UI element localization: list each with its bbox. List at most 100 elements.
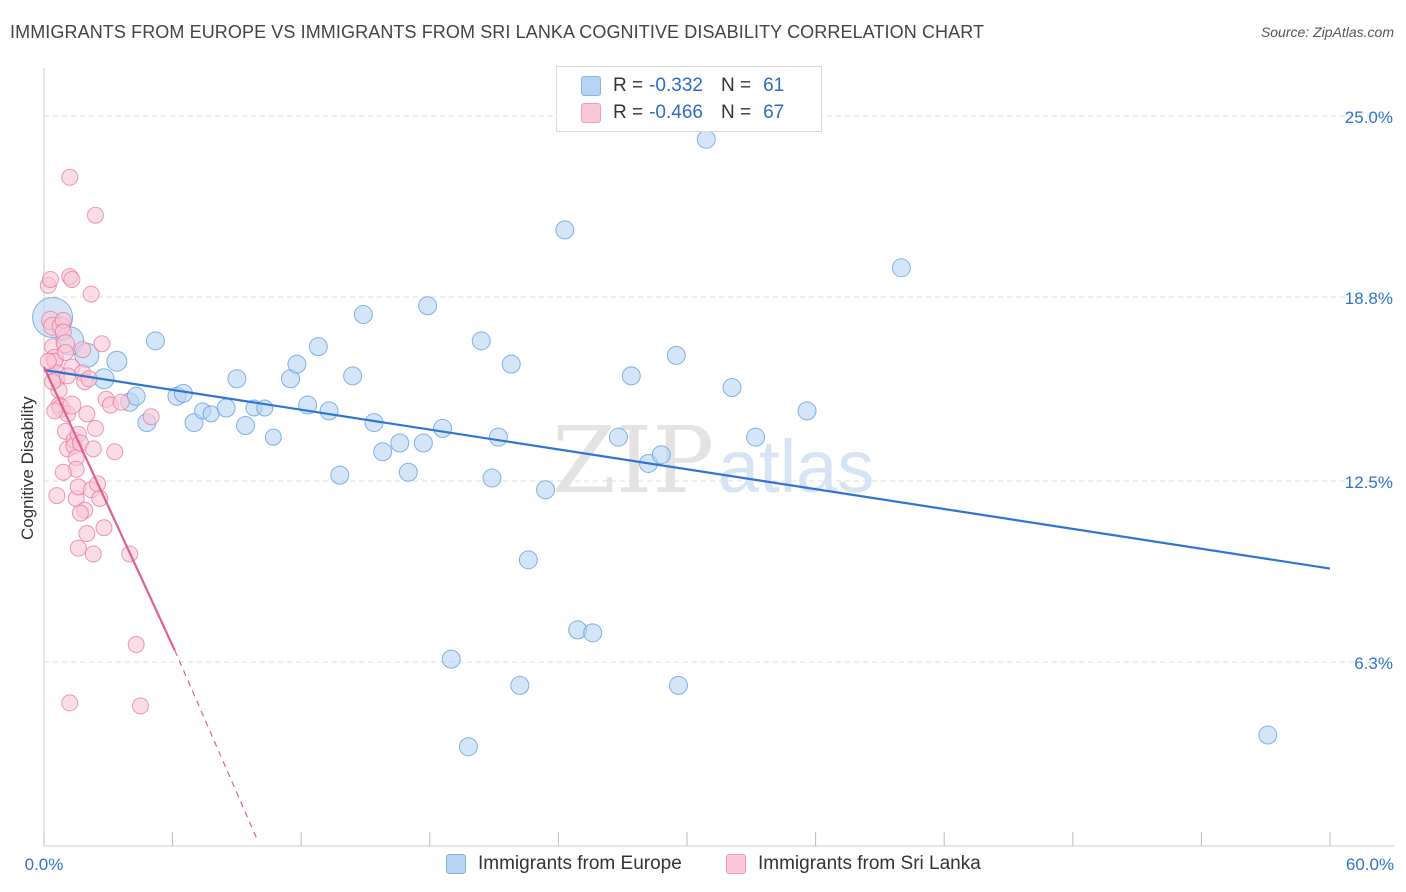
point-srilanka (78, 405, 96, 423)
point-europe (651, 445, 671, 465)
point-srilanka (46, 402, 64, 420)
grid-lines (44, 115, 1394, 663)
y-axis-label: Cognitive Disability (18, 396, 37, 540)
point-europe (126, 386, 146, 406)
tick-labels: 6.3% 12.5% 18.8% 25.0% 0.0% 60.0% (25, 108, 1394, 874)
point-europe (518, 550, 538, 570)
legend-r-value-europe: -0.332 (649, 75, 703, 96)
point-europe (441, 649, 461, 669)
legend-n-label: N = (720, 102, 752, 123)
point-srilanka (86, 206, 104, 224)
trend-line-europe (43, 368, 1331, 570)
series-europe (32, 129, 1278, 757)
point-europe (501, 354, 521, 374)
point-srilanka (54, 463, 72, 481)
point-srilanka (48, 487, 66, 505)
point-europe (482, 468, 502, 488)
point-srilanka (93, 335, 111, 353)
axes (43, 68, 1394, 847)
point-srilanka (59, 367, 77, 385)
point-europe (308, 337, 328, 357)
point-europe (621, 366, 641, 386)
legend-r-value-srilanka: -0.466 (649, 102, 703, 123)
point-srilanka (127, 636, 145, 654)
legend-r-label: R = (613, 102, 644, 123)
point-srilanka (106, 443, 124, 461)
point-europe (891, 258, 911, 278)
point-europe (343, 366, 363, 386)
point-europe (373, 442, 393, 462)
point-europe (797, 401, 817, 421)
trend-line-srilanka (43, 366, 176, 651)
bottom-legend-swatch-europe (446, 854, 466, 874)
point-europe (583, 623, 603, 643)
y-tick-label: 6.3% (1354, 654, 1393, 673)
point-srilanka (82, 285, 100, 303)
point-europe (746, 427, 766, 447)
point-europe (398, 462, 418, 482)
point-srilanka (61, 694, 79, 712)
point-europe (145, 331, 165, 351)
point-srilanka (142, 408, 160, 426)
point-europe (488, 427, 508, 447)
point-europe (287, 354, 307, 374)
point-europe (510, 675, 530, 695)
bottom-legend-label-srilanka: Immigrants from Sri Lanka (758, 853, 981, 874)
point-europe (458, 737, 478, 757)
bottom-legend-swatch-srilanka (726, 854, 746, 874)
point-srilanka (112, 393, 130, 411)
x-tick-label: 0.0% (25, 855, 64, 874)
point-europe (227, 369, 247, 389)
y-tick-label: 18.8% (1345, 289, 1393, 308)
x-tick-label: 60.0% (1346, 855, 1394, 874)
point-srilanka (74, 341, 92, 359)
y-tick-label: 25.0% (1345, 108, 1393, 127)
point-europe (353, 305, 373, 325)
point-europe (666, 345, 686, 365)
legend-n-value-europe: 61 (763, 75, 785, 96)
point-srilanka (69, 539, 87, 557)
point-europe (106, 350, 128, 372)
point-europe (696, 129, 716, 149)
point-europe (216, 398, 236, 418)
point-europe (418, 296, 438, 316)
legend-row-srilanka: R = -0.466 N = 67 (581, 101, 784, 125)
source-label: Source: ZipAtlas.com (1260, 24, 1394, 40)
point-srilanka (61, 168, 79, 186)
legend-n-label: N = (720, 75, 752, 96)
bottom-legend-europe[interactable]: Immigrants from Europe (446, 852, 682, 876)
trend-line-srilanka-extension (174, 650, 257, 838)
legend-swatch-srilanka (581, 103, 601, 123)
point-srilanka (39, 352, 57, 370)
trend-lines (43, 366, 1331, 838)
point-europe (264, 428, 282, 446)
point-srilanka (41, 270, 59, 288)
point-srilanka (131, 697, 149, 715)
point-europe (413, 433, 433, 453)
point-europe (536, 480, 556, 500)
point-europe (471, 331, 491, 351)
point-srilanka (71, 504, 89, 522)
bottom-legend-srilanka[interactable]: Immigrants from Sri Lanka (726, 852, 981, 876)
chart-title: IMMIGRANTS FROM EUROPE VS IMMIGRANTS FRO… (10, 22, 985, 42)
point-europe (555, 220, 575, 240)
legend-n-value-srilanka: 67 (763, 102, 785, 123)
point-srilanka (78, 525, 96, 543)
legend-row-europe: R = -0.332 N = 61 (581, 74, 784, 98)
correlation-legend: R = -0.332 N = 61 R = -0.466 N = 67 (556, 66, 822, 132)
legend-r-label: R = (613, 75, 644, 96)
point-srilanka (86, 419, 104, 437)
series-srilanka (39, 168, 160, 715)
point-srilanka (56, 343, 74, 361)
point-europe (668, 675, 688, 695)
y-tick-label: 12.5% (1345, 473, 1393, 492)
point-europe (235, 415, 255, 435)
legend-swatch-europe (581, 76, 601, 96)
point-europe (390, 433, 410, 453)
point-europe (319, 401, 339, 421)
point-europe (330, 465, 350, 485)
point-europe (722, 378, 742, 398)
point-srilanka (95, 519, 113, 537)
point-europe (1258, 725, 1278, 745)
